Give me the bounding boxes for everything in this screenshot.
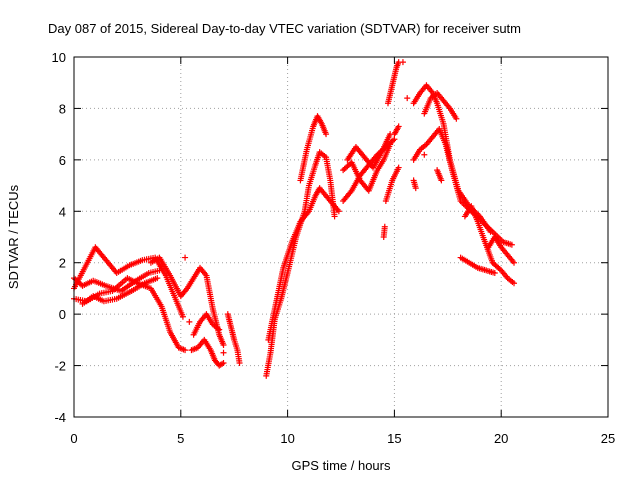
data-point [236,360,243,366]
data-point [381,223,388,230]
y-tick-label: 6 [59,153,66,168]
tick-labels: 0 5 10 15 20 25 -4 -2 0 2 4 6 8 10 [52,50,616,446]
chart-title: Day 087 of 2015, Sidereal Day-to-day VTE… [48,21,521,36]
x-tick-label: 25 [601,431,615,446]
data-point [421,151,428,158]
x-tick-label: 5 [177,431,184,446]
axis-ticks [73,56,609,418]
data-point [331,213,338,220]
data-point [216,326,223,333]
data-point [182,254,189,261]
data-point [179,313,186,320]
data-point [186,318,193,325]
data-point [404,95,411,102]
y-tick-label: 10 [52,50,66,65]
data-point [156,267,163,274]
y-tick-label: 8 [59,101,66,116]
data-point [220,360,227,366]
data-point [391,136,398,143]
y-tick-label: 2 [59,256,66,271]
data-point [491,270,498,276]
y-axis-label: SDTVAR / TECUs [6,184,21,289]
data-point [154,275,161,282]
data-point [220,342,227,348]
x-tick-label: 0 [70,431,77,446]
data-points [71,59,518,379]
data-point [508,241,515,248]
data-point [387,141,394,148]
data-point [453,115,460,122]
data-point [182,347,189,354]
y-tick-label: -4 [54,410,66,425]
data-point [511,259,518,266]
x-tick-label: 10 [280,431,294,446]
data-point [220,349,227,356]
data-point [511,280,518,287]
data-point [412,185,419,192]
data-point [438,177,445,184]
x-tick-label: 20 [494,431,508,446]
x-axis-label: GPS time / hours [292,458,391,473]
plot-frame [73,56,609,418]
y-tick-label: 0 [59,307,66,322]
data-point [395,164,402,171]
data-point [335,208,342,215]
y-tick-label: -2 [54,359,66,374]
data-point [323,131,330,138]
x-tick-label: 15 [387,431,401,446]
data-point [399,59,406,66]
data-point [395,123,402,130]
y-tick-label: 4 [59,204,66,219]
